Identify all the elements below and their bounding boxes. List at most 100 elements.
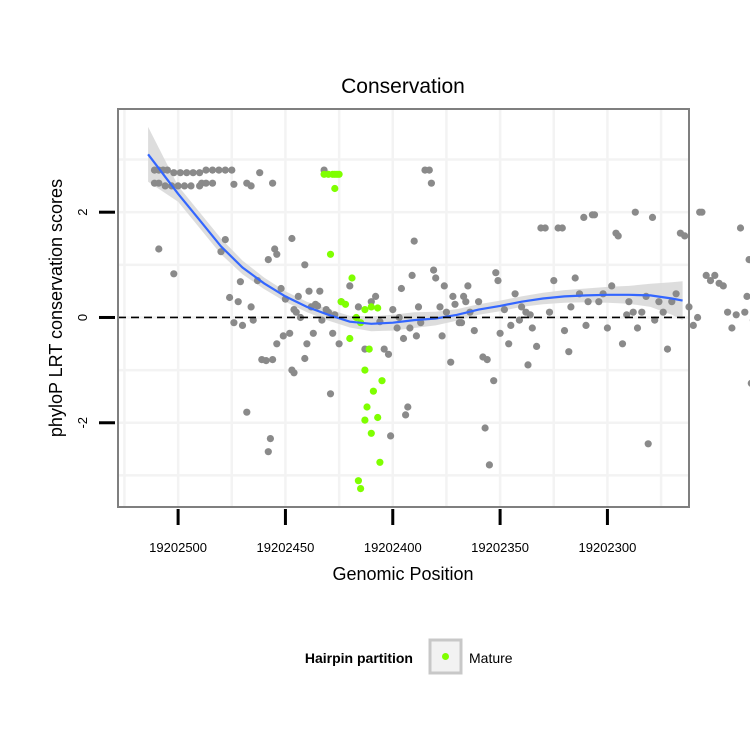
mature-point [336,171,343,178]
data-point [511,290,518,297]
mature-point [342,301,349,308]
data-point [486,461,493,468]
data-point [398,285,405,292]
data-point [263,357,270,364]
data-point [372,293,379,300]
data-point [177,169,184,176]
mature-point [346,335,353,342]
data-point [458,319,465,326]
data-point [595,298,602,305]
data-point [267,435,274,442]
data-point [209,180,216,187]
data-point [604,324,611,331]
data-point [402,411,409,418]
data-point [295,293,302,300]
data-point [411,238,418,245]
data-point [690,322,697,329]
data-point [155,180,162,187]
data-point [228,167,235,174]
data-point [439,332,446,339]
data-point [273,251,280,258]
data-point [183,169,190,176]
data-point [409,272,416,279]
data-point [743,293,750,300]
data-point [237,278,244,285]
data-point [286,330,293,337]
mature-point [374,304,381,311]
mature-point [378,377,385,384]
data-point [494,277,501,284]
data-point [632,209,639,216]
y-tick-label: 0 [75,314,90,321]
mature-point [361,306,368,313]
data-point [634,324,641,331]
data-point [329,330,336,337]
x-tick-label: 19202450 [257,540,315,555]
mature-point [348,274,355,281]
x-tick-label: 19202400 [364,540,422,555]
data-point [430,267,437,274]
data-point [464,282,471,289]
data-point [196,169,203,176]
data-point [482,424,489,431]
data-point [413,332,420,339]
data-point [582,322,589,329]
data-point [327,390,334,397]
data-point [567,303,574,310]
data-point [561,327,568,334]
data-point [256,169,263,176]
data-point [164,167,171,174]
mature-point [376,459,383,466]
data-point [305,288,312,295]
data-point [187,182,194,189]
data-point [524,361,531,368]
data-point [162,182,169,189]
data-point [269,180,276,187]
data-point [447,359,454,366]
mature-point [366,346,373,353]
data-point [301,261,308,268]
data-point [565,348,572,355]
data-point [428,180,435,187]
data-point [591,211,598,218]
data-point [615,232,622,239]
data-point [471,327,478,334]
mature-point [361,417,368,424]
data-point [681,232,688,239]
data-point [248,182,255,189]
data-point [181,182,188,189]
data-point [303,340,310,347]
data-point [436,303,443,310]
data-point [655,298,662,305]
y-axis-label: phyloP LRT conservation scores [46,179,66,437]
data-point [724,309,731,316]
data-point [572,274,579,281]
data-point [638,309,645,316]
data-point [248,303,255,310]
data-point [698,209,705,216]
data-point [746,256,750,263]
legend-entry-mature: Mature [469,650,513,666]
data-point [202,167,209,174]
data-point [222,167,229,174]
mature-point [361,367,368,374]
data-point [355,303,362,310]
data-point [198,180,205,187]
data-point [290,369,297,376]
data-point [559,224,566,231]
data-point [394,324,401,331]
data-point [288,235,295,242]
data-point [243,409,250,416]
data-point [226,294,233,301]
data-point [585,298,592,305]
data-point [316,288,323,295]
data-point [269,356,276,363]
data-point [215,167,222,174]
data-point [507,322,514,329]
data-point [265,256,272,263]
mature-point [368,303,375,310]
mature-point [368,430,375,437]
data-point [190,169,197,176]
data-point [694,314,701,321]
data-point [406,324,413,331]
